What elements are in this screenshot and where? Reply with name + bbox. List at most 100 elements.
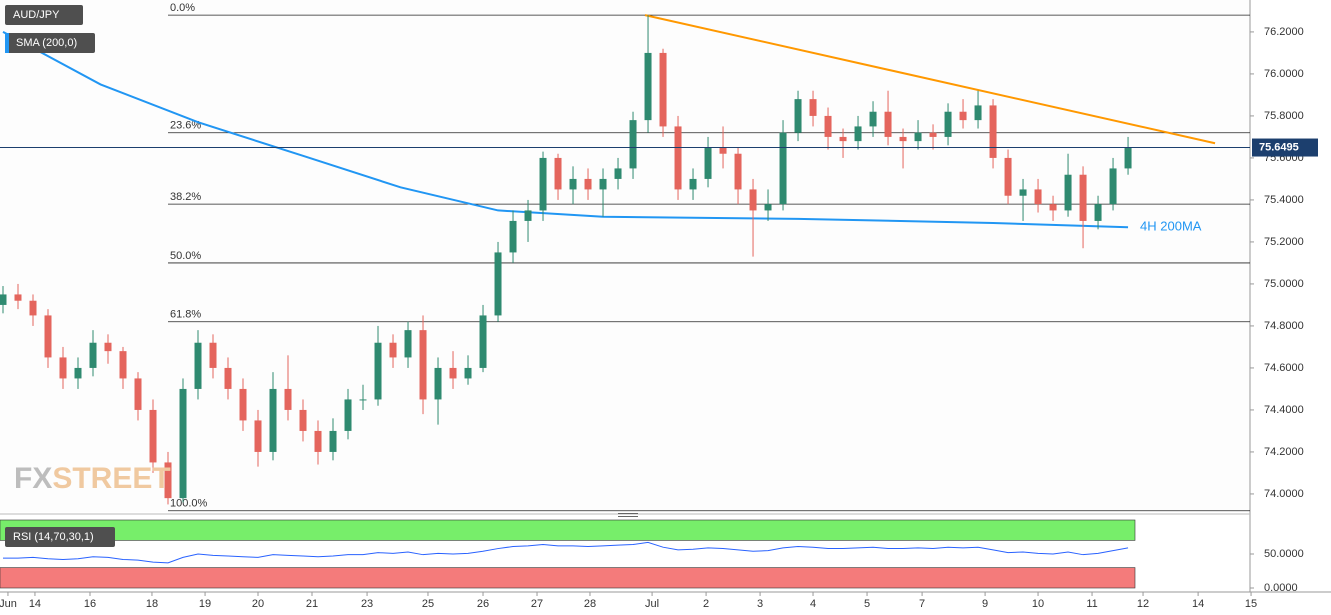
y-tick-label: 74.2000 (1264, 446, 1304, 458)
candle-body (944, 111, 952, 137)
candle-body (869, 111, 877, 127)
x-tick-label: 14 (1192, 598, 1204, 610)
candle-body (164, 462, 172, 499)
symbol-box (5, 5, 83, 25)
y-tick-label: 75.8000 (1264, 110, 1304, 122)
candle-body (1019, 189, 1027, 196)
candle-body (434, 367, 442, 400)
candle-body (644, 52, 652, 121)
y-tick-label: 0.0000 (1264, 582, 1298, 594)
candle-body (764, 204, 772, 211)
y-tick-label: 74.0000 (1264, 488, 1304, 500)
candle-body (14, 294, 22, 301)
candle-body (59, 357, 67, 379)
candle-body (0, 294, 7, 305)
grip (618, 516, 638, 517)
candle-body (689, 178, 697, 190)
candle-body (719, 147, 727, 154)
x-tick-label: 11 (1086, 598, 1097, 610)
candle-body (584, 178, 592, 190)
ma-label: 4H 200MA (1140, 219, 1202, 234)
candle-body (1109, 168, 1117, 205)
last-price-label: 75.6495 (1259, 141, 1299, 153)
indicator: SMA (200,0) (16, 37, 77, 49)
x-tick-label: 2 (703, 598, 709, 610)
candle-body (674, 126, 682, 190)
candle-body (659, 52, 667, 127)
x-tick-label: 23 (361, 598, 373, 610)
fib-label: 0.0% (170, 2, 195, 14)
candle-body (314, 430, 322, 452)
y-tick-label: 76.2000 (1264, 26, 1304, 38)
x-tick-label: 26 (477, 598, 489, 610)
y-tick-label: 50.0000 (1264, 548, 1304, 560)
candle-body (359, 399, 367, 401)
x-tick-label: Jul (645, 598, 659, 610)
candle-body (974, 105, 982, 121)
x-tick-label: Jun (0, 598, 17, 610)
candle-body (554, 157, 562, 190)
sma-line (2, 31, 1129, 229)
candle-body (329, 430, 337, 452)
rsi-line (3, 541, 1129, 564)
x-tick-label: 3 (757, 598, 763, 610)
x-tick-label: 25 (422, 598, 434, 610)
x-tick-label: 5 (864, 598, 870, 610)
x-tick-label: 14 (29, 598, 41, 610)
candle-body (1124, 147, 1132, 169)
y-tick-label: 75.0000 (1264, 278, 1304, 290)
rsi-overbought (0, 519, 1136, 541)
candle-body (464, 367, 472, 379)
x-tick-label: 19 (199, 598, 211, 610)
y-tick-label: 75.2000 (1264, 236, 1304, 248)
candle-body (29, 300, 37, 316)
candle-body (374, 342, 382, 400)
candle-body (1079, 174, 1087, 221)
indicator-swatch (5, 33, 9, 53)
x-tick-label: 15 (1245, 598, 1257, 610)
plot-bg (0, 0, 1250, 512)
candle-body (629, 120, 637, 169)
x-tick-label: 12 (1137, 598, 1149, 610)
candle-body (104, 342, 112, 352)
y-tick-label: 74.8000 (1264, 320, 1304, 332)
candle-body (929, 132, 937, 137)
candle-body (1094, 204, 1102, 221)
candle-body (284, 388, 292, 410)
candle-body (839, 136, 847, 142)
last-price-box (1252, 138, 1318, 157)
candle-body (344, 399, 352, 431)
candle-body (779, 132, 787, 205)
candle-body (509, 220, 517, 253)
x-tick-label: 20 (252, 598, 264, 610)
candle-body (449, 367, 457, 379)
x-tick-label: 4 (810, 598, 816, 610)
candle-body (854, 126, 862, 142)
candle-body (569, 178, 577, 190)
candle-body (614, 168, 622, 179)
watermark-street: STREET (52, 462, 170, 495)
rsi-box (5, 527, 115, 547)
candle-body (134, 378, 142, 410)
y-tick-label: 74.4000 (1264, 404, 1304, 416)
candle-body (149, 409, 157, 463)
y-tick-label: 76.0000 (1264, 68, 1304, 80)
candle-body (1064, 174, 1072, 211)
fib-label: 61.8% (170, 309, 201, 321)
candle-body (1049, 204, 1057, 211)
x-tick-label: 18 (146, 598, 158, 610)
candle-body (119, 351, 127, 379)
candle-body (809, 99, 817, 116)
symbol: AUD/JPY (13, 9, 60, 21)
candle-body (74, 367, 82, 379)
candle-body (989, 105, 997, 158)
watermark: FXSTREET (14, 462, 171, 495)
candle-body (734, 153, 742, 190)
rsi-title: RSI (14,70,30,1) (13, 531, 94, 543)
candle-body (269, 388, 277, 452)
candle-body (1004, 157, 1012, 196)
candle-body (239, 388, 247, 421)
candle-body (194, 342, 202, 389)
candle-body (959, 111, 967, 121)
candle-body (1034, 189, 1042, 205)
